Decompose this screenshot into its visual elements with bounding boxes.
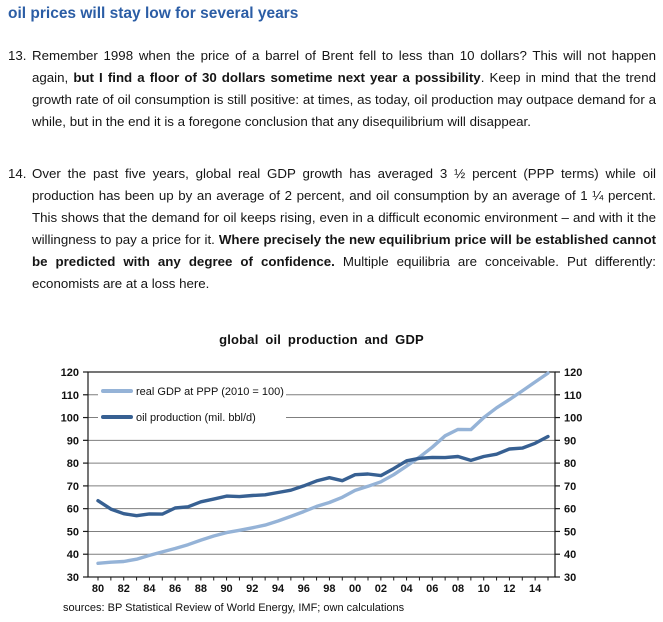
svg-text:10: 10: [478, 583, 490, 595]
svg-text:30: 30: [67, 572, 79, 584]
svg-text:06: 06: [426, 583, 438, 595]
svg-text:88: 88: [195, 583, 207, 595]
svg-text:120: 120: [61, 367, 79, 379]
svg-text:98: 98: [323, 583, 335, 595]
paragraph-text: Over the past five years, global real GD…: [32, 166, 657, 291]
svg-text:80: 80: [92, 583, 104, 595]
svg-text:40: 40: [67, 549, 79, 561]
svg-text:100: 100: [564, 413, 582, 425]
svg-text:84: 84: [143, 583, 156, 595]
svg-text:70: 70: [67, 481, 79, 493]
paragraph-text: Remember 1998 when the price of a barrel…: [32, 48, 656, 129]
svg-text:70: 70: [564, 481, 576, 493]
section-heading: oil prices will stay low for several yea…: [8, 5, 299, 22]
svg-text:96: 96: [298, 583, 310, 595]
paragraph-number: 13.: [8, 48, 27, 63]
svg-text:50: 50: [564, 526, 576, 538]
svg-text:02: 02: [375, 583, 387, 595]
svg-text:00: 00: [349, 583, 361, 595]
paragraph-14: 14. Over the past five years, global rea…: [8, 163, 656, 295]
chart-title: global oil production and GDP: [219, 332, 424, 347]
svg-text:08: 08: [452, 583, 464, 595]
svg-text:30: 30: [564, 572, 576, 584]
svg-text:04: 04: [400, 583, 413, 595]
svg-text:94: 94: [272, 583, 285, 595]
svg-text:90: 90: [564, 435, 576, 447]
svg-text:86: 86: [169, 583, 181, 595]
svg-text:50: 50: [67, 526, 79, 538]
svg-text:40: 40: [564, 549, 576, 561]
svg-text:60: 60: [564, 504, 576, 516]
svg-text:120: 120: [564, 367, 582, 379]
sources-note: sources: BP Statistical Review of World …: [63, 602, 405, 614]
paragraph-13: 13. Remember 1998 when the price of a ba…: [8, 45, 656, 133]
paragraph-number: 14.: [8, 166, 27, 181]
svg-text:82: 82: [118, 583, 130, 595]
svg-text:90: 90: [67, 435, 79, 447]
svg-text:oil production (mil. bbl/d): oil production (mil. bbl/d): [136, 412, 256, 424]
svg-text:92: 92: [246, 583, 258, 595]
svg-text:14: 14: [529, 583, 542, 595]
svg-text:60: 60: [67, 504, 79, 516]
svg-text:80: 80: [67, 458, 79, 470]
svg-text:110: 110: [61, 390, 79, 402]
svg-text:100: 100: [61, 413, 79, 425]
svg-text:110: 110: [564, 390, 582, 402]
svg-text:80: 80: [564, 458, 576, 470]
line-chart: 30 30 40 40 50 50 60 60 70 70 80 80 90 90 100 100 110 110…: [61, 367, 583, 595]
svg-text:90: 90: [220, 583, 232, 595]
svg-text:12: 12: [503, 583, 515, 595]
svg-text:real GDP at PPP (2010 = 100): real GDP at PPP (2010 = 100): [136, 386, 284, 398]
